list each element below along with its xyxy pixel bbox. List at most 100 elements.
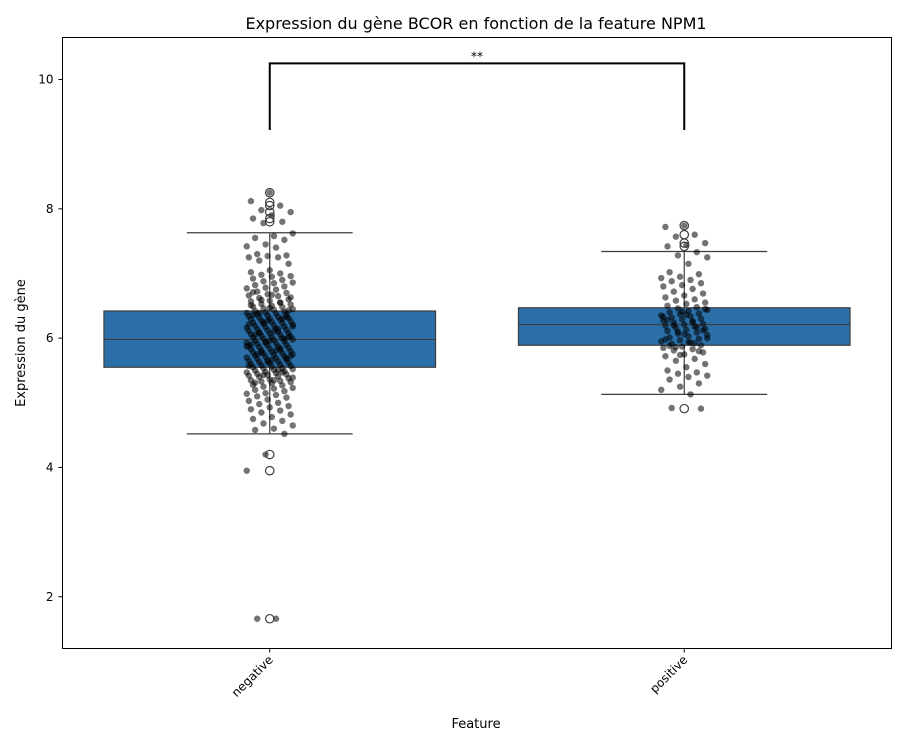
strip-point	[270, 279, 278, 287]
strip-point	[256, 257, 263, 264]
outlier-point	[264, 465, 275, 476]
strip-point	[251, 234, 259, 242]
strip-point	[272, 347, 280, 354]
strip-point	[672, 357, 680, 364]
strip-point	[689, 345, 696, 353]
strip-point	[270, 327, 278, 335]
strip-point	[666, 269, 673, 276]
strip-point	[262, 284, 269, 291]
strip-point	[245, 321, 253, 328]
y-tick-label: 4	[46, 460, 54, 474]
strip-point	[262, 389, 269, 397]
strip-point	[243, 343, 250, 350]
outlier-point	[264, 207, 275, 217]
strip-point	[658, 386, 665, 394]
strip-point	[668, 278, 675, 285]
outlier-point	[264, 197, 275, 208]
strip-point	[249, 311, 257, 319]
strip-point	[678, 316, 686, 323]
strip-point	[287, 411, 294, 418]
strip-point	[287, 272, 294, 280]
strip-point	[672, 233, 680, 240]
strip-point	[279, 276, 286, 284]
strip-point	[695, 380, 703, 387]
strip-point	[258, 206, 265, 214]
strip-point	[258, 296, 265, 304]
outlier-point	[679, 241, 690, 252]
strip-point	[687, 391, 694, 398]
strip-point	[289, 384, 296, 392]
strip-point	[676, 351, 684, 359]
strip-point	[281, 283, 288, 290]
strip-point	[699, 290, 707, 297]
strip-point	[251, 379, 259, 386]
strip-point	[289, 374, 296, 381]
y-axis: 2 4 6 8 10	[38, 73, 63, 604]
strip-point	[270, 376, 278, 384]
outlier-point	[264, 187, 275, 198]
strip-point	[660, 344, 667, 352]
x-axis: negative positive	[229, 648, 690, 700]
strip-point	[289, 279, 296, 286]
strip-point	[264, 358, 271, 366]
strip-point	[254, 351, 261, 358]
outlier-point	[679, 220, 690, 231]
strip-point	[664, 367, 671, 374]
strip-point	[699, 327, 707, 334]
strip-point	[691, 296, 698, 303]
strip-point	[689, 318, 696, 325]
strip-point	[289, 422, 296, 429]
strip-point	[249, 415, 257, 423]
strip-point	[704, 334, 711, 342]
strip-point	[247, 406, 255, 413]
x-tick-label: negative	[229, 653, 276, 700]
strip-point	[685, 373, 692, 381]
strip-point	[277, 299, 284, 306]
strip-point	[260, 319, 267, 326]
strip-point	[279, 369, 286, 376]
strip-point	[287, 208, 294, 216]
strip-point	[681, 292, 688, 299]
strip-point	[283, 394, 290, 401]
significance-annotation: **	[268, 49, 686, 130]
strip-point	[258, 378, 265, 385]
strip-point	[664, 302, 671, 310]
strip-point	[289, 230, 296, 237]
strip-point	[279, 315, 286, 322]
strip-point	[249, 289, 257, 296]
strip-point	[701, 239, 709, 247]
outlier-point	[264, 216, 275, 227]
strip-point	[289, 323, 296, 330]
strip-point	[274, 292, 282, 300]
strip-point	[260, 420, 267, 427]
strip-point	[251, 331, 259, 339]
strip-point	[281, 430, 288, 438]
strip-point	[279, 218, 286, 225]
strip-point	[695, 310, 703, 317]
outlier-point	[679, 238, 690, 248]
strip-point	[266, 304, 273, 311]
strip-point	[285, 260, 292, 267]
strip-point	[674, 328, 682, 335]
strip-point	[697, 279, 705, 287]
strip-point	[676, 336, 684, 344]
strip-point	[662, 353, 669, 360]
strip-point	[245, 254, 253, 261]
strip-point	[247, 301, 255, 309]
significance-label: **	[471, 49, 483, 63]
strip-point	[695, 335, 703, 342]
y-tick-label: 2	[46, 590, 54, 604]
outlier-layer	[264, 187, 690, 624]
strip-point	[270, 232, 278, 240]
strip-point	[699, 320, 707, 328]
strip-point	[666, 376, 673, 383]
strip-point	[254, 615, 261, 622]
strip-point	[270, 385, 278, 392]
strip-point	[664, 327, 671, 335]
strip-point	[687, 276, 694, 284]
strip-point	[695, 347, 703, 355]
strip-point	[693, 303, 700, 311]
strip-point	[258, 271, 265, 278]
outlier-point	[679, 403, 690, 414]
plot-frame	[62, 37, 892, 649]
